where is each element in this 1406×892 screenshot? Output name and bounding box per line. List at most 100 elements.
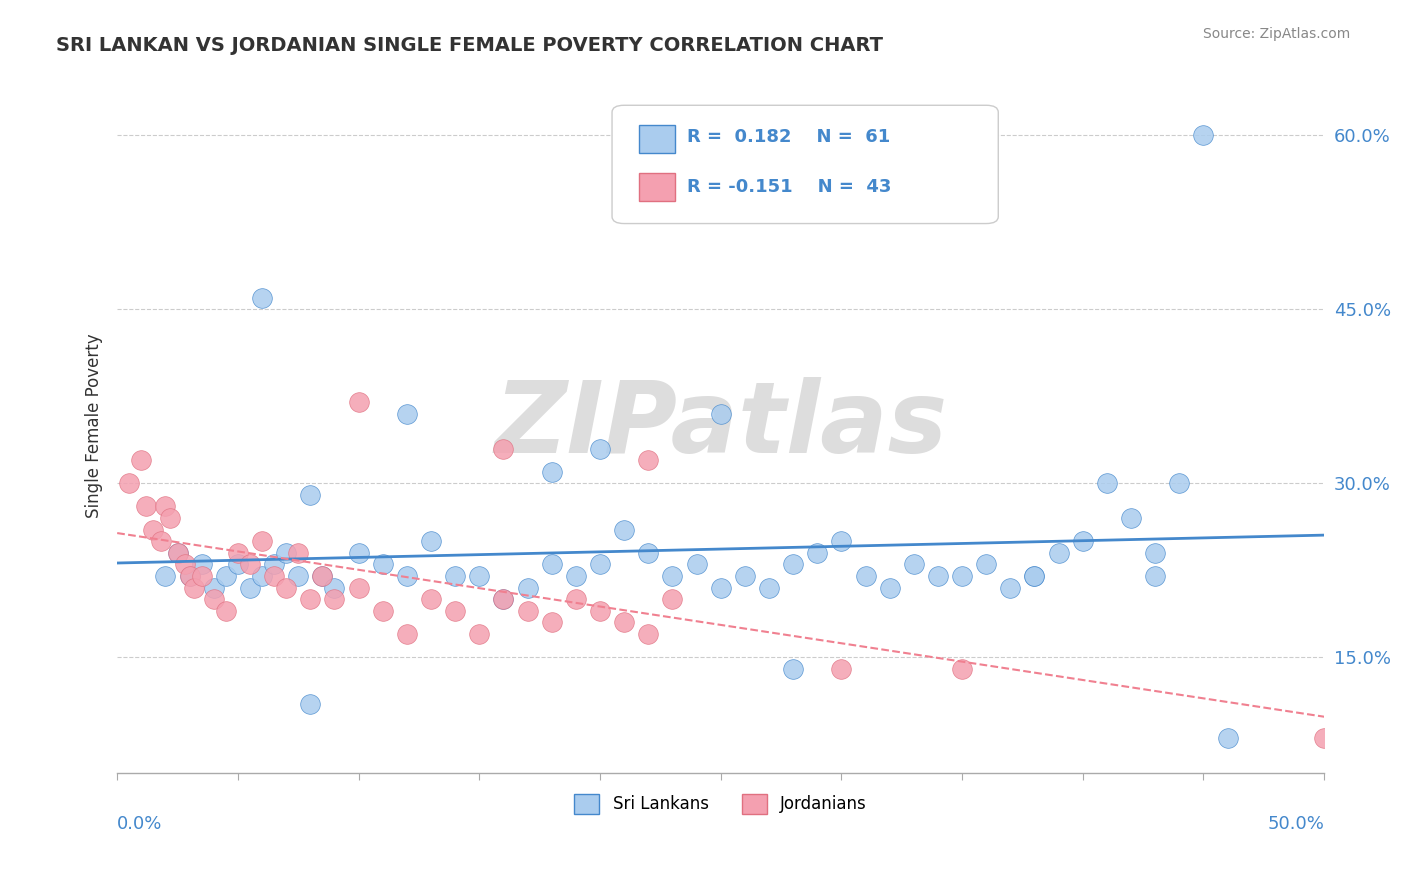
Point [311,569,333,583]
Point [710,407,733,421]
Point [637,453,659,467]
Text: 50.0%: 50.0% [1267,815,1324,833]
Point [637,627,659,641]
Point [855,569,877,583]
Point [183,581,205,595]
Point [347,395,370,409]
Point [540,615,562,630]
Point [173,558,195,572]
Point [202,592,225,607]
Point [540,558,562,572]
Point [444,569,467,583]
Point [226,558,249,572]
Point [613,523,636,537]
Point [661,592,683,607]
Point [311,569,333,583]
Point [1144,569,1167,583]
Point [263,558,285,572]
FancyBboxPatch shape [638,173,675,202]
Point [226,546,249,560]
Point [142,523,165,537]
Text: 0.0%: 0.0% [117,815,163,833]
Point [903,558,925,572]
Point [782,558,804,572]
Point [734,569,756,583]
Point [492,592,515,607]
Point [323,592,346,607]
Point [299,488,322,502]
Point [661,569,683,583]
Point [263,569,285,583]
Text: ZIPatlas: ZIPatlas [494,376,948,474]
Point [565,592,588,607]
Point [395,407,418,421]
Point [879,581,901,595]
Point [276,546,298,560]
Point [371,604,394,618]
Point [589,558,612,572]
Point [1192,128,1215,143]
Point [276,581,298,595]
Point [1313,731,1336,746]
Point [118,476,141,491]
Point [131,453,153,467]
Point [239,558,262,572]
Point [250,534,273,549]
Point [166,546,188,560]
Point [565,569,588,583]
Point [1024,569,1046,583]
Point [492,592,515,607]
Y-axis label: Single Female Poverty: Single Female Poverty [86,333,103,517]
Point [444,604,467,618]
Point [1000,581,1022,595]
Point [927,569,949,583]
Point [589,442,612,456]
Point [420,534,443,549]
Point [135,500,157,514]
Point [710,581,733,595]
Point [250,569,273,583]
Point [155,569,177,583]
Point [1071,534,1094,549]
Point [149,534,172,549]
Point [492,442,515,456]
Text: SRI LANKAN VS JORDANIAN SINGLE FEMALE POVERTY CORRELATION CHART: SRI LANKAN VS JORDANIAN SINGLE FEMALE PO… [56,36,883,54]
Point [1024,569,1046,583]
Point [179,569,201,583]
Point [202,581,225,595]
Text: R =  0.182    N =  61: R = 0.182 N = 61 [688,128,890,145]
Point [299,592,322,607]
Point [215,569,238,583]
Point [1047,546,1070,560]
Point [395,627,418,641]
Point [782,662,804,676]
Point [685,558,707,572]
Point [287,546,309,560]
Point [1095,476,1118,491]
Point [974,558,997,572]
Point [190,558,212,572]
Point [215,604,238,618]
Point [159,511,181,525]
Point [637,546,659,560]
Point [468,569,491,583]
Point [347,546,370,560]
Point [250,291,273,305]
Point [516,604,538,618]
Point [347,581,370,595]
Point [239,581,262,595]
Point [323,581,346,595]
Point [540,465,562,479]
Point [589,604,612,618]
Point [830,534,852,549]
Point [830,662,852,676]
Point [395,569,418,583]
Point [179,569,201,583]
Point [1216,731,1239,746]
Point [287,569,309,583]
Text: Source: ZipAtlas.com: Source: ZipAtlas.com [1202,27,1350,41]
Point [166,546,188,560]
Legend: Sri Lankans, Jordanians: Sri Lankans, Jordanians [568,787,873,821]
Point [950,569,973,583]
Point [516,581,538,595]
